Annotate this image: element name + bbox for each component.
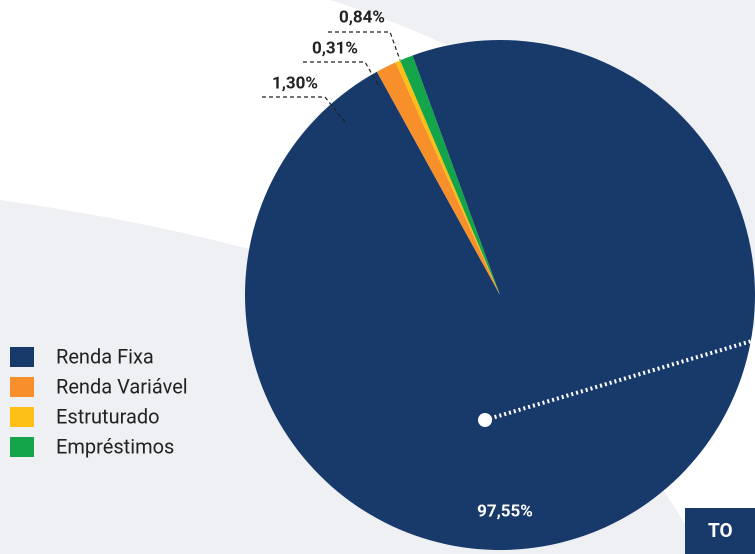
pie: [245, 40, 755, 550]
data-label: 0,31%: [312, 38, 358, 58]
pie-slice: [395, 60, 500, 296]
legend-swatch: [10, 347, 34, 367]
legend-label: Estruturado: [56, 404, 160, 428]
pointer-dot: [478, 413, 492, 427]
leaders: [262, 31, 401, 123]
data-label: 97,55%: [477, 501, 533, 521]
total-label: TO: [708, 519, 733, 542]
data-label: 0,84%: [339, 7, 385, 27]
legend-swatch: [10, 407, 34, 427]
total-box: [685, 508, 755, 554]
pointer-line: [484, 338, 755, 422]
legend-swatch: [10, 437, 34, 457]
legend-label: Empréstimos: [56, 434, 174, 458]
pie-slice: [245, 40, 755, 550]
pie-slice: [400, 55, 500, 295]
legend-swatch: [10, 377, 34, 397]
data-label: 1,30%: [272, 73, 318, 93]
pie-slice: [376, 62, 500, 296]
legend-label: Renda Variável: [56, 374, 188, 398]
leader-line: [262, 96, 346, 123]
legend-label: Renda Fixa: [56, 344, 154, 368]
